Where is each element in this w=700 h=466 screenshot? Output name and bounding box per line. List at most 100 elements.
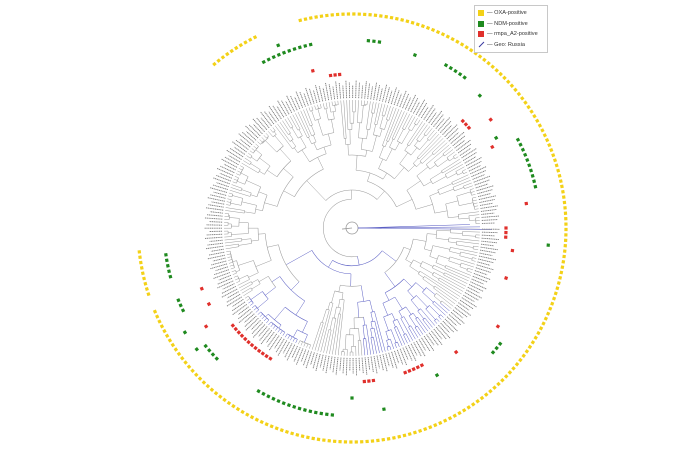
internal-branch (394, 142, 400, 151)
internal-branch (379, 115, 384, 129)
internal-branch (384, 292, 390, 301)
leaf-label-mark (471, 278, 484, 285)
internal-branch (295, 300, 306, 316)
branch-arc (384, 247, 405, 273)
branch-arc (448, 256, 451, 261)
leaf-branch (272, 127, 276, 131)
leaf-branch (388, 109, 403, 142)
internal-branch (301, 149, 310, 162)
internal-branch (437, 183, 453, 191)
leaf-branch (360, 340, 363, 356)
internal-branch (379, 146, 385, 158)
ndm-marker (308, 409, 313, 414)
branch-arc (332, 317, 336, 319)
leaf-branch (464, 185, 473, 189)
leaf-branch (472, 248, 479, 251)
leaf-branch (357, 100, 359, 123)
leaf-branch (230, 187, 242, 192)
internal-branch (437, 159, 449, 168)
internal-branch (394, 296, 403, 310)
branch-arc (418, 271, 421, 275)
leaf-label-mark (216, 182, 229, 188)
leaf-label-mark (214, 269, 230, 276)
leaf-branch (389, 346, 392, 350)
ndm-marker (313, 410, 318, 415)
rmpa-marker (504, 226, 508, 230)
ndm-marker (350, 396, 354, 400)
leaf-branch (434, 320, 438, 324)
leaf-label-mark (332, 86, 336, 100)
leaf-label-mark (232, 299, 244, 307)
leaf-branch (434, 285, 457, 302)
branch-arc (416, 139, 420, 143)
internal-branch (306, 180, 326, 201)
oxa-marker (319, 14, 324, 19)
oxa-marker (298, 18, 303, 23)
internal-branch (429, 305, 440, 316)
ndm-marker (366, 38, 371, 43)
leaf-label-mark (231, 141, 247, 153)
rmpa-ring (199, 68, 529, 384)
internal-branch (258, 276, 269, 282)
leaf-label-mark (367, 356, 371, 370)
rmpa-marker (256, 348, 262, 354)
leaf-branch (414, 327, 421, 337)
leaf-label-mark (312, 353, 318, 369)
leaf-branch (440, 302, 450, 312)
internal-branch (369, 113, 374, 130)
leaf-branch (309, 344, 311, 349)
internal-branch (338, 299, 341, 308)
leaf-branch (314, 322, 324, 351)
leaf-label-mark (355, 80, 357, 99)
leaf-label-mark (376, 355, 380, 369)
internal-branch (458, 217, 470, 220)
leaf-branch (257, 311, 261, 315)
oxa-marker (229, 48, 234, 54)
leaf-branch (445, 265, 471, 276)
leaf-branch (442, 146, 452, 155)
leaf-branch (393, 112, 408, 140)
oxa-marker (558, 275, 563, 280)
leaf-branch (472, 257, 477, 259)
leaf-branch (226, 250, 231, 253)
internal-branch (434, 154, 444, 163)
leaf-branch (322, 103, 325, 110)
leaf-label-mark (410, 97, 419, 113)
oxa-marker (167, 338, 173, 343)
leaf-branch (317, 104, 319, 109)
leaf-branch (417, 317, 429, 332)
branch-arc (311, 250, 351, 275)
oxa-marker (468, 48, 474, 53)
leaf-label-mark (248, 124, 261, 137)
leaf-branch (241, 162, 259, 174)
leaf-label-mark (209, 187, 228, 193)
ndm-swatch (478, 20, 484, 27)
internal-branch (304, 334, 308, 343)
leaf-branch (250, 302, 254, 306)
oxa-marker (477, 54, 483, 59)
leaf-label-mark (216, 280, 234, 289)
branch-arc (379, 157, 387, 161)
internal-branch (419, 134, 426, 143)
leaf-label-mark (227, 291, 239, 299)
leaf-branch (234, 176, 239, 179)
leaf-label-mark (225, 149, 242, 160)
leaf-branch (311, 106, 314, 111)
rmpa-marker (415, 365, 420, 370)
internal-branch (313, 142, 318, 151)
leaf-branch (403, 334, 408, 344)
branch-arc (294, 168, 324, 197)
leaf-branch (289, 115, 299, 131)
leaf-branch (408, 326, 416, 340)
oxa-marker (138, 260, 143, 265)
internal-branch (293, 329, 298, 338)
legend-label-rmpa: — rmpa_A2-positive (487, 31, 538, 38)
leaf-branch (232, 272, 237, 275)
internal-branch (246, 180, 261, 188)
branch-arc (297, 135, 303, 139)
leaf-label-mark (428, 112, 437, 124)
ndm-marker (546, 243, 550, 247)
leaf-label-mark (425, 108, 436, 122)
branch-arc (236, 260, 241, 271)
